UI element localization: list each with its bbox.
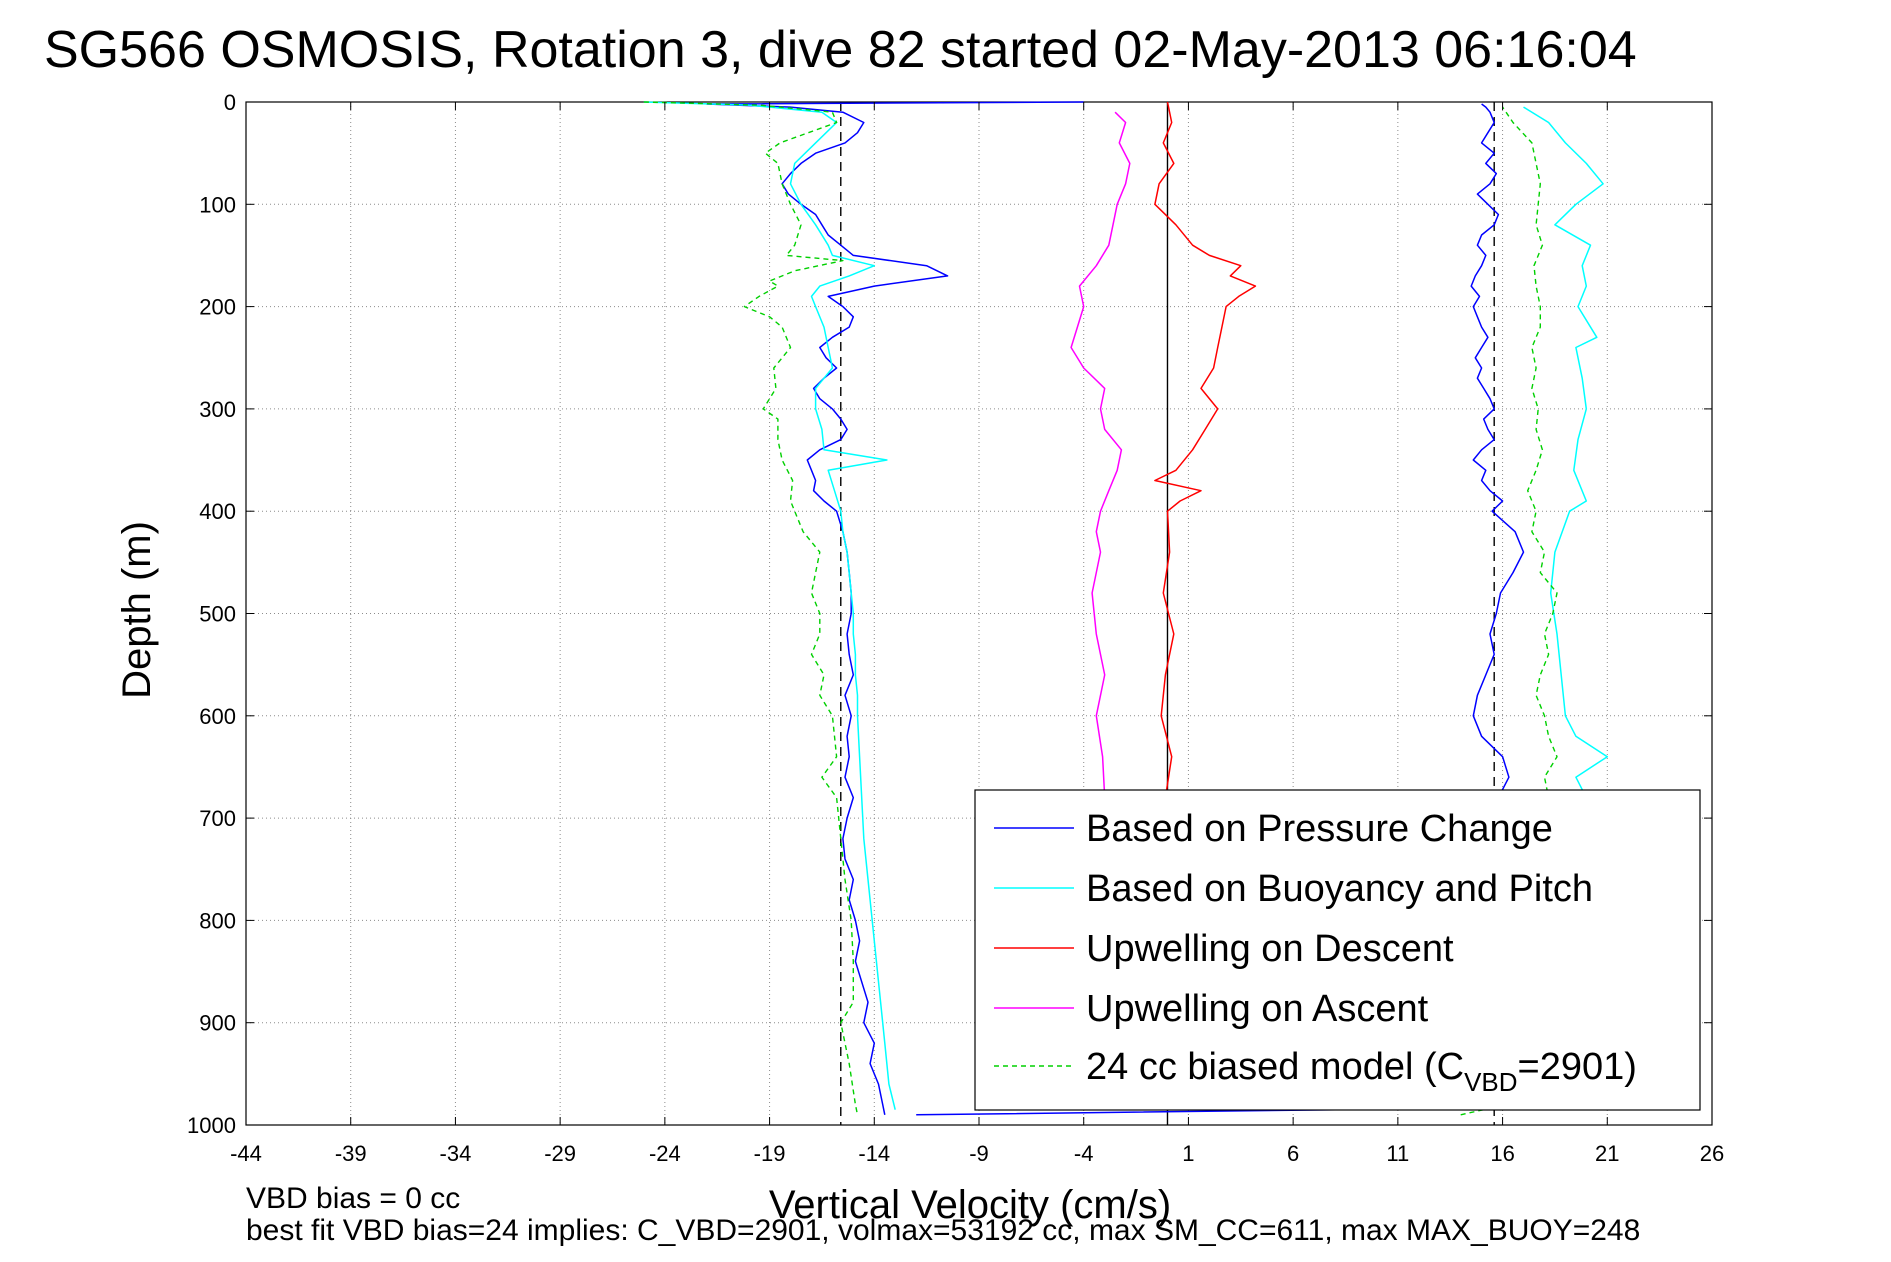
y-tick-label: 600 (199, 704, 236, 729)
y-tick-label: 100 (199, 192, 236, 217)
tick-labels: -44 -39 -34 -29 -24 -19 -14 -9 -4 1 6 11 16 21 2601002… (187, 90, 1724, 1166)
footer-line-1: VBD bias = 0 cc (246, 1182, 460, 1215)
y-tick-label: 0 (224, 90, 236, 115)
x-axis-label: Vertical Velocity (cm/s) (769, 1183, 1171, 1227)
x-tick-label: 11 (1386, 1141, 1409, 1166)
legend-label: Upwelling on Ascent (1086, 988, 1429, 1030)
series-line-3 (1154, 101, 1257, 798)
legend-label: Based on Pressure Change (1086, 808, 1553, 850)
y-tick-label: 500 (199, 602, 236, 627)
y-tick-label: 1000 (187, 1113, 236, 1138)
y-tick-label: 700 (199, 806, 236, 831)
legend: Based on Pressure Change Based on Buoyanc… (974, 789, 1701, 1111)
legend-label: Upwelling on Descent (1086, 928, 1454, 970)
x-tick-label: -9 (969, 1141, 989, 1166)
x-tick-label: 6 (1287, 1141, 1299, 1166)
series-lines (643, 101, 1609, 1116)
x-tick-label: 26 (1700, 1141, 1724, 1166)
x-tick-label: -39 (335, 1141, 367, 1166)
y-tick-label: 400 (199, 499, 236, 524)
series-line-2 (643, 101, 896, 1110)
chart-title: SG566 OSMOSIS, Rotation 3, dive 82 start… (44, 21, 1637, 79)
x-tick-label: 1 (1182, 1141, 1194, 1166)
x-tick-label: -24 (649, 1141, 681, 1166)
x-tick-label: -19 (754, 1141, 786, 1166)
series-line-4 (1070, 111, 1131, 798)
x-tick-label: 21 (1595, 1141, 1619, 1166)
x-tick-label: -44 (230, 1141, 262, 1166)
x-tick-label: -4 (1074, 1141, 1094, 1166)
x-tick-label: -14 (858, 1141, 890, 1166)
legend-box (974, 789, 1701, 1111)
series-line-5 (643, 101, 859, 1115)
y-tick-label: 300 (199, 397, 236, 422)
x-tick-label: 16 (1490, 1141, 1514, 1166)
y-tick-label: 200 (199, 295, 236, 320)
y-tick-label: 900 (199, 1011, 236, 1036)
y-tick-label: 800 (199, 908, 236, 933)
footer-line-2: best fit VBD bias=24 implies: C_VBD=2901… (246, 1214, 1640, 1247)
legend-label: Based on Buoyancy and Pitch (1086, 868, 1593, 910)
x-tick-label: -29 (544, 1141, 576, 1166)
y-axis-label: Depth (m) (115, 521, 159, 699)
x-tick-label: -34 (440, 1141, 472, 1166)
